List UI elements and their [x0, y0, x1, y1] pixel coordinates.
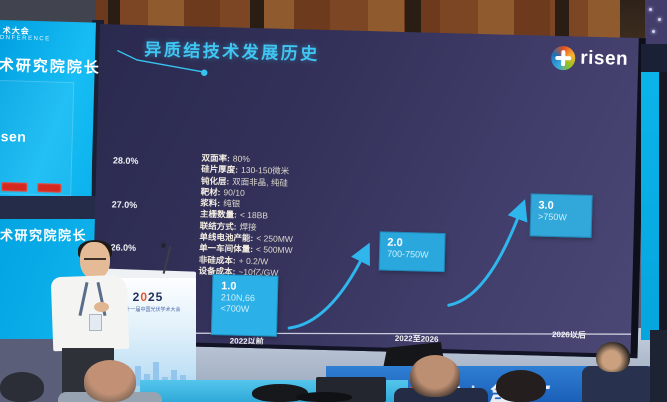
audience-head: [252, 384, 308, 402]
y-tick: 28.0%: [112, 155, 139, 167]
spec-label: 非硅成本:: [198, 254, 236, 266]
slide-decorations: [117, 49, 639, 335]
spec-label: 硅片厚度:: [201, 163, 239, 175]
spec-label: 双面率:: [201, 152, 230, 164]
slide-title: 异质结技术发展历史: [144, 40, 321, 64]
podium-year-logo: 2025: [100, 290, 196, 304]
badge: [89, 314, 102, 331]
podium-caption: 第二十一届中国光伏学术大会: [115, 307, 181, 313]
risen-logo-icon: [550, 45, 576, 71]
y-tick: 27.0%: [111, 199, 138, 211]
stage-detail: >750W: [537, 211, 568, 223]
speaker-hand: [94, 302, 109, 312]
audience-head: [496, 370, 546, 402]
title-underline-icon: [117, 49, 208, 76]
side-led-screen: 术大会 ONFERENCE 术研究院院长 sen: [0, 20, 101, 200]
backdrop-speaker-title: 术研究院院长: [0, 228, 88, 243]
right-bezel: [641, 44, 667, 74]
spec-label: 联结方式:: [199, 220, 237, 232]
spec-label: 钝化层:: [200, 175, 230, 187]
audience-head-bald: [84, 360, 136, 402]
stage-box-2: 2.0 700-750W: [378, 231, 446, 273]
growth-arrow-icon: [447, 199, 528, 307]
spec-value: < 500MW: [255, 244, 293, 256]
podium-year: 2: [132, 290, 141, 304]
presentation-screen: 异质结技术发展历史 risen 28.0% 27.0% 26.0% 25.0% …: [91, 24, 646, 359]
red-banner: [1, 182, 28, 192]
spec-label: 浆料:: [200, 197, 221, 209]
podium-year-zero: 0: [140, 290, 148, 304]
spec-list: 双面率: 80% 硅片厚度: 130-150微米 钝化层: 双面非晶, 纯硅 靶材: 9…: [198, 153, 361, 281]
audience-head: [0, 372, 44, 402]
audience-head: [596, 342, 630, 372]
spec-value: 纯银: [223, 198, 241, 209]
speaker-head: [80, 242, 110, 279]
spec-value: < 250MW: [256, 233, 294, 245]
risen-logo-text: risen: [579, 47, 629, 70]
speaker-glasses: [84, 258, 106, 260]
speaker-shirt: [50, 274, 130, 352]
spec-label: 主栅数量:: [199, 209, 238, 221]
risen-brand: risen: [550, 45, 629, 72]
audience-head: [410, 355, 460, 397]
stage-lights: [645, 0, 667, 44]
right-bezel: [659, 72, 667, 340]
side-screen-speaker-title: 术研究院院长: [0, 56, 101, 77]
stage-detail: 700-750W: [386, 248, 429, 260]
right-led-strip: [641, 72, 661, 340]
stage-detail: <700W: [220, 303, 250, 315]
stage-box-1: 1.0 210N,66 <700W: [210, 274, 279, 337]
spec-value: 90/10: [223, 187, 245, 198]
spec-label: 靶材:: [200, 186, 221, 198]
spec-value: < 18BB: [239, 210, 269, 221]
audience-shoulders: [582, 366, 654, 402]
x-period-label: 2026以后: [551, 329, 586, 340]
spec-value: 80%: [232, 153, 251, 164]
microphone-icon: [161, 243, 166, 248]
red-banner: [37, 183, 62, 193]
stage-box-3: 3.0 >750W: [529, 193, 593, 238]
side-screen-event-subtext: ONFERENCE: [0, 34, 51, 43]
podium-year: 25: [148, 290, 164, 304]
audience-head: [296, 392, 352, 402]
risen-logo-partial: sen: [0, 128, 27, 145]
spec-value: 焊接: [239, 221, 257, 232]
screen-bezel-gap: [0, 196, 98, 219]
growth-arrow-icon: [287, 242, 370, 330]
spec-value: + 0.2/W: [238, 255, 269, 267]
audience-person: [650, 330, 667, 402]
